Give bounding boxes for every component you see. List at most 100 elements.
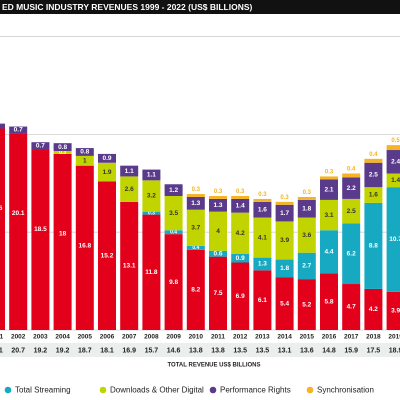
bar-segment <box>253 217 272 258</box>
value-label: 0.9 <box>102 155 111 162</box>
bar-segment <box>320 273 338 330</box>
bar-segment <box>297 252 316 280</box>
bar-segment <box>253 270 272 330</box>
bar-segment <box>275 204 294 222</box>
bar-segment <box>209 256 227 330</box>
value-label: 1.7 <box>280 210 289 217</box>
x-tick-label: 2008 <box>144 334 159 341</box>
value-label: 6.1 <box>258 297 267 304</box>
value-label: 7.5 <box>213 290 222 297</box>
title-bar <box>0 0 400 14</box>
bar-segment <box>275 277 294 330</box>
value-label: 4 <box>216 228 220 235</box>
legend: Total Streaming Downloads & Other Digital… <box>4 386 374 395</box>
bar-segment <box>209 198 227 212</box>
value-label: 0.3 <box>148 210 155 216</box>
x-tick-label: 2005 <box>78 334 93 341</box>
value-label: 8.8 <box>369 243 378 250</box>
value-label: 1.1 <box>147 172 156 179</box>
bar-segment <box>209 211 227 251</box>
bar-segment <box>320 176 338 180</box>
bar-segment <box>142 169 161 181</box>
bar-segment <box>364 288 383 330</box>
x-tick-label: 2009 <box>166 334 181 341</box>
x-tick-label: 2015 <box>300 334 315 341</box>
bar-segment <box>320 179 338 200</box>
value-label: 4.1 <box>258 234 267 241</box>
x-tick-label: 2003 <box>33 334 48 341</box>
bar-segment <box>275 259 294 278</box>
value-label: 2.4 <box>391 158 400 165</box>
value-label: 3.9 <box>391 308 400 315</box>
total-label: 14.6 <box>167 347 181 354</box>
value-label: 11.8 <box>145 269 158 276</box>
value-label: 2.1 <box>324 186 333 193</box>
value-label: 5.8 <box>324 298 333 305</box>
bar-segment <box>209 250 227 257</box>
bar-segment <box>231 262 250 330</box>
total-label: 13.1 <box>278 347 292 354</box>
bar-segment <box>53 143 72 152</box>
bar-segment <box>186 245 205 250</box>
chart-title: ED MUSIC INDUSTRY REVENUES 1999 - 2022 (… <box>2 2 253 12</box>
value-label: 1.3 <box>258 261 267 268</box>
value-label: 1.4 <box>236 202 245 209</box>
value-label: 0.8 <box>58 144 67 151</box>
bar-segment <box>9 126 28 134</box>
bar-segment <box>253 198 272 202</box>
value-label: 2.5 <box>347 208 356 215</box>
value-label: 0.3 <box>236 189 245 195</box>
value-label: 15.2 <box>101 252 114 259</box>
x-tick-label: 2007 <box>122 334 137 341</box>
bar-segment <box>364 162 383 188</box>
value-label: 4.4 <box>324 248 333 255</box>
value-label: 1.1 <box>125 168 134 175</box>
value-label: 4.7 <box>347 304 356 311</box>
x-tick-label: 2019 <box>388 334 400 341</box>
bar-segment <box>186 249 205 330</box>
x-tick-label: 2017 <box>344 334 359 341</box>
legend-marker <box>306 386 314 394</box>
bar-segment <box>142 211 161 215</box>
x-tick-label: 2014 <box>277 334 292 341</box>
bar-segment <box>320 199 338 231</box>
value-label: 3.2 <box>147 193 156 200</box>
bar-segment <box>164 230 183 235</box>
bar-segment <box>386 173 400 188</box>
value-label: 5.4 <box>280 300 289 307</box>
value-label: 0.3 <box>258 192 267 198</box>
total-label: 16.9 <box>122 347 136 354</box>
bar-segment <box>297 217 316 253</box>
bar-segment <box>209 195 227 199</box>
total-label: 19.2 <box>34 347 48 354</box>
value-label: 6.9 <box>236 293 245 300</box>
bar-segment <box>75 148 94 156</box>
value-label: 0.7 <box>36 142 45 149</box>
bar-segment <box>253 201 272 218</box>
legend-label: Performance Rights <box>220 386 291 395</box>
bar-segment <box>98 181 116 330</box>
value-label: 10.7 <box>389 236 400 243</box>
value-label: 1.4 <box>391 177 400 184</box>
bar-segment <box>320 230 338 274</box>
bar-segment <box>120 176 139 202</box>
bar-segment <box>98 162 116 182</box>
x-tick-label: 2001 <box>0 334 4 341</box>
total-label: 13.8 <box>211 347 225 354</box>
bar-segment <box>75 155 94 166</box>
bar-segment <box>186 209 205 246</box>
bar-segment <box>342 198 361 224</box>
value-label: 0.9 <box>236 255 245 262</box>
value-label: 1.3 <box>213 202 222 209</box>
bar-segment <box>386 145 400 151</box>
value-label: 3.1 <box>324 212 333 219</box>
bar-segment <box>364 158 383 163</box>
bar-segment <box>9 133 28 330</box>
bar-segment <box>297 199 316 218</box>
value-label: 0.3 <box>59 150 66 156</box>
total-label: 15.9 <box>344 347 358 354</box>
bar-segment <box>231 195 250 199</box>
value-label: 13.1 <box>123 263 136 270</box>
total-label: 18.9 <box>389 347 400 354</box>
